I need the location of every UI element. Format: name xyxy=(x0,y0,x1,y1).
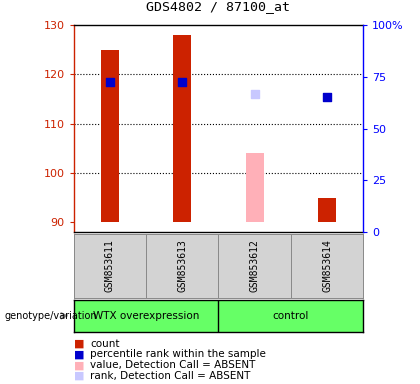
Bar xyxy=(318,198,336,222)
Text: GSM853613: GSM853613 xyxy=(177,239,187,292)
Bar xyxy=(74,300,218,332)
Point xyxy=(179,79,186,85)
Text: rank, Detection Call = ABSENT: rank, Detection Call = ABSENT xyxy=(90,371,251,381)
Point xyxy=(251,91,258,97)
Bar xyxy=(173,35,191,222)
Bar xyxy=(101,50,119,222)
Text: ■: ■ xyxy=(74,349,84,359)
Text: count: count xyxy=(90,339,120,349)
Text: percentile rank within the sample: percentile rank within the sample xyxy=(90,349,266,359)
Text: GSM853612: GSM853612 xyxy=(249,239,260,292)
Text: GSM853611: GSM853611 xyxy=(105,239,115,292)
Point xyxy=(324,93,331,99)
Text: WTX overexpression: WTX overexpression xyxy=(93,311,199,321)
Text: ■: ■ xyxy=(74,339,84,349)
Text: control: control xyxy=(273,311,309,321)
Bar xyxy=(246,153,264,222)
Point xyxy=(106,79,113,85)
Text: ■: ■ xyxy=(74,371,84,381)
Text: genotype/variation: genotype/variation xyxy=(4,311,97,321)
Text: GSM853614: GSM853614 xyxy=(322,239,332,292)
Text: ■: ■ xyxy=(74,360,84,370)
Text: value, Detection Call = ABSENT: value, Detection Call = ABSENT xyxy=(90,360,256,370)
Bar xyxy=(218,300,363,332)
Text: GDS4802 / 87100_at: GDS4802 / 87100_at xyxy=(147,0,290,13)
